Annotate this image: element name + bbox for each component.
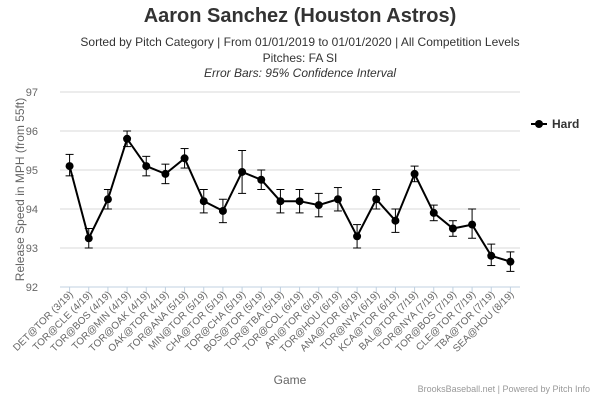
data-point [333, 195, 342, 204]
data-point [238, 167, 247, 176]
data-point [468, 220, 477, 229]
y-tick-label: 96 [26, 126, 38, 138]
data-point [448, 224, 457, 233]
y-tick-label: 93 [26, 243, 38, 255]
credits-text[interactable]: BrooksBaseball.net | Powered by Pitch In… [417, 384, 590, 394]
data-point [314, 201, 323, 210]
y-tick-label: 95 [26, 165, 38, 177]
credits[interactable]: BrooksBaseball.net | Powered by Pitch In… [418, 384, 590, 394]
data-point [410, 169, 419, 178]
data-point [276, 197, 285, 206]
error-bars-note: Error Bars: 95% Confidence Interval [203, 66, 397, 80]
data-point [84, 234, 93, 243]
data-point [65, 162, 74, 171]
data-point [353, 232, 362, 241]
pitches-note: Pitches: FA SI [262, 51, 338, 65]
y-tick-label: 97 [26, 87, 38, 99]
data-point [123, 134, 132, 143]
chart-title: Aaron Sanchez (Houston Astros) [143, 5, 457, 27]
data-point [142, 162, 151, 171]
data-point [218, 206, 227, 215]
y-axis-title: Release Speed in MPH (from 55ft) [13, 98, 27, 281]
chart-subtitle: Sorted by Pitch Category | From 01/01/20… [80, 35, 520, 49]
data-point [161, 169, 170, 178]
data-point [391, 216, 400, 225]
data-point [180, 154, 189, 163]
data-point [103, 195, 112, 204]
data-point [429, 208, 438, 217]
data-point [199, 197, 208, 206]
y-tick-label: 92 [26, 282, 38, 294]
data-point [257, 175, 266, 184]
legend-marker-hard [535, 120, 543, 128]
series-line-hard [68, 136, 511, 263]
x-axis-title: Game [274, 373, 307, 387]
data-point [295, 197, 304, 206]
data-point [487, 251, 496, 260]
data-point [372, 195, 381, 204]
data-point [506, 257, 515, 266]
y-tick-label: 94 [26, 204, 38, 216]
legend-label-hard: Hard [552, 117, 579, 131]
